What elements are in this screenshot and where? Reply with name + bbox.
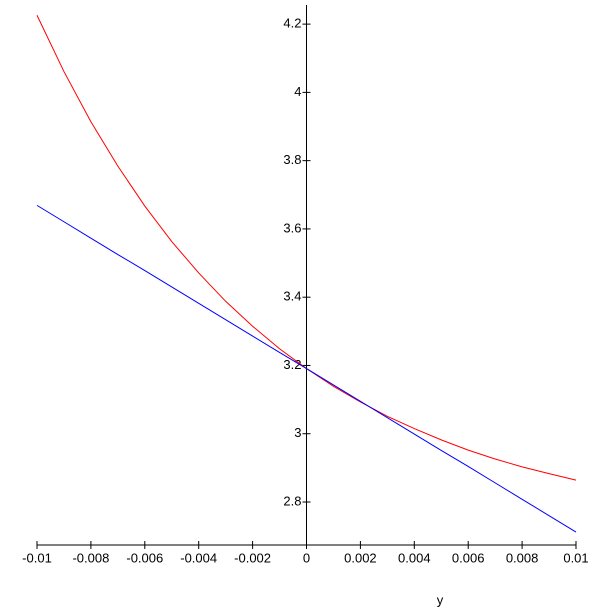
x-tick-label: -0.008 [72, 550, 109, 565]
x-axis-label: y [437, 592, 444, 607]
x-tick-label: 0.002 [344, 550, 377, 565]
y-tick-label: 3.6 [283, 220, 301, 235]
y-tick-label: 4 [294, 84, 301, 99]
x-tick-label: -0.002 [234, 550, 271, 565]
x-tick-label: -0.006 [126, 550, 163, 565]
curve [36, 204, 577, 533]
x-tick-label: 0.006 [452, 550, 485, 565]
y-tick-label: 3.2 [283, 357, 301, 372]
y-tick-label: 4.2 [283, 16, 301, 31]
x-tick-label: 0.01 [563, 550, 588, 565]
x-tick-label: -0.004 [180, 550, 217, 565]
y-tick-label: 2.8 [283, 493, 301, 508]
x-tick-label: 0.004 [398, 550, 431, 565]
x-tick-label: 0 [303, 550, 310, 565]
y-tick-label: 3 [294, 425, 301, 440]
x-tick-label: 0.008 [506, 550, 539, 565]
y-tick-label: 3.8 [283, 152, 301, 167]
x-tick-label: -0.01 [22, 550, 52, 565]
y-tick-label: 3.4 [283, 289, 301, 304]
